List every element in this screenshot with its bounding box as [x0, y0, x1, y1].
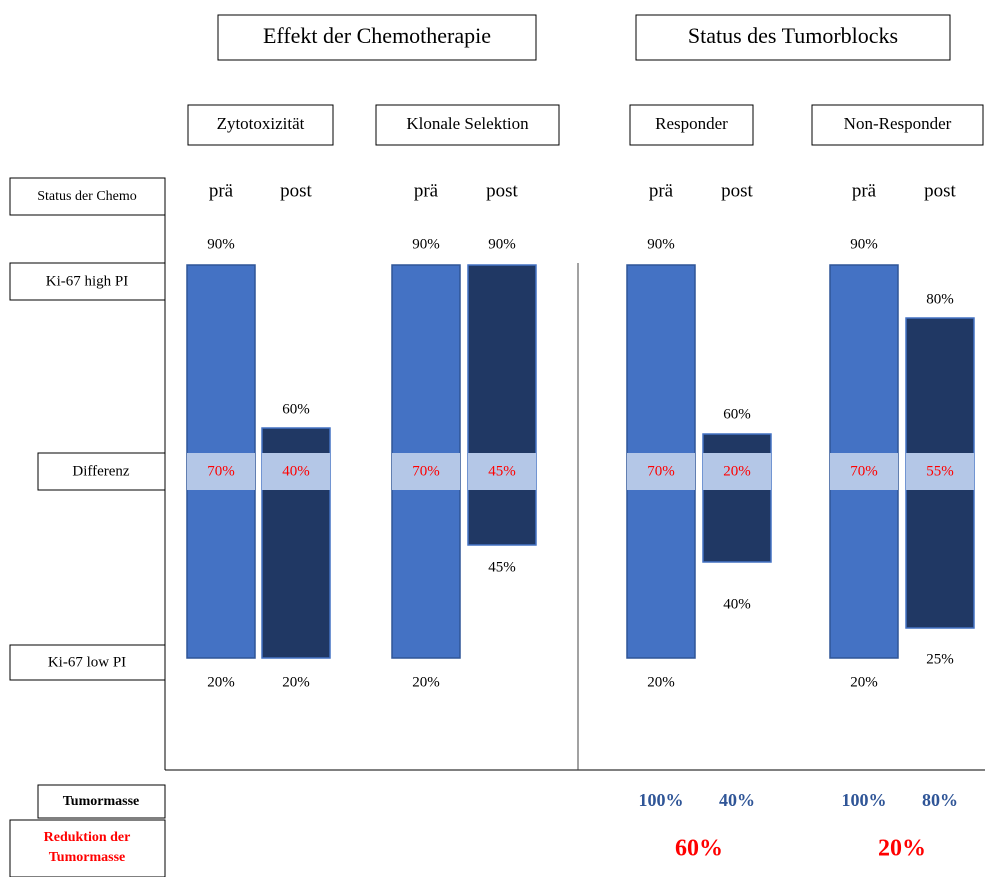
- reduction-value: 60%: [675, 836, 723, 862]
- bottom-value: 20%: [647, 674, 675, 690]
- top-value: 90%: [207, 236, 235, 252]
- top-value: 90%: [412, 236, 440, 252]
- diff-band: [468, 453, 536, 490]
- diff-value: 70%: [207, 463, 235, 479]
- mass-value: 80%: [922, 790, 958, 810]
- header-box: [635, 14, 951, 61]
- diff-band: [703, 453, 771, 490]
- group-box: [187, 104, 334, 146]
- diff-value: 40%: [282, 463, 310, 479]
- bottom-value: 20%: [850, 674, 878, 690]
- diff-band: [392, 453, 460, 490]
- header: Effekt der Chemotherapie: [263, 23, 491, 48]
- row-label: Ki-67 high PI: [46, 273, 129, 289]
- group-label: Non-Responder: [844, 114, 952, 133]
- top-value: 90%: [850, 236, 878, 252]
- mass-value: 100%: [842, 790, 887, 810]
- top-value: 80%: [926, 291, 954, 307]
- mass-value: 40%: [719, 790, 755, 810]
- phase-label: post: [486, 180, 518, 201]
- bar: [467, 264, 537, 546]
- phase-label: prä: [649, 180, 674, 201]
- header-box: [217, 14, 537, 61]
- phase-label: prä: [209, 180, 234, 201]
- row-label: Differenz: [72, 463, 130, 479]
- diff-band: [830, 453, 898, 490]
- diff-value: 55%: [926, 463, 954, 479]
- bottom-value: 20%: [207, 674, 235, 690]
- phase-label: prä: [852, 180, 877, 201]
- row-box: [9, 177, 166, 216]
- group-label: Klonale Selektion: [406, 114, 529, 133]
- diff-value: 70%: [850, 463, 878, 479]
- phase-label: prä: [414, 180, 439, 201]
- group-box: [629, 104, 754, 146]
- row-box: [9, 819, 166, 877]
- row-label: Tumormasse: [49, 850, 126, 865]
- row-label: Ki-67 low PI: [48, 654, 126, 670]
- bottom-value: 40%: [723, 596, 751, 612]
- phase-label: post: [924, 180, 956, 201]
- row-box: [9, 644, 166, 681]
- diff-value: 70%: [647, 463, 675, 479]
- bottom-value: 20%: [412, 674, 440, 690]
- bottom-value: 45%: [488, 559, 516, 575]
- top-value: 60%: [723, 406, 751, 422]
- diff-band: [627, 453, 695, 490]
- row-label: Reduktion der: [44, 830, 131, 845]
- group-label: Zytotoxizität: [217, 114, 305, 133]
- diff-value: 45%: [488, 463, 516, 479]
- group-box: [375, 104, 560, 146]
- top-value: 60%: [282, 401, 310, 417]
- mass-value: 100%: [639, 790, 684, 810]
- row-box: [37, 452, 166, 491]
- row-label: Tumormasse: [63, 794, 140, 809]
- bottom-value: 25%: [926, 651, 954, 667]
- row-label: Status der Chemo: [37, 189, 137, 204]
- phase-label: post: [721, 180, 753, 201]
- header: Status des Tumorblocks: [688, 23, 898, 48]
- phase-label: post: [280, 180, 312, 201]
- diff-band: [262, 453, 330, 490]
- top-value: 90%: [647, 236, 675, 252]
- reduction-value: 20%: [878, 836, 926, 862]
- row-box: [37, 784, 166, 819]
- diff-value: 20%: [723, 463, 751, 479]
- group-box: [811, 104, 984, 146]
- diff-band: [906, 453, 974, 490]
- top-value: 90%: [488, 236, 516, 252]
- diff-value: 70%: [412, 463, 440, 479]
- diff-band: [187, 453, 255, 490]
- bottom-value: 20%: [282, 674, 310, 690]
- group-label: Responder: [655, 114, 728, 133]
